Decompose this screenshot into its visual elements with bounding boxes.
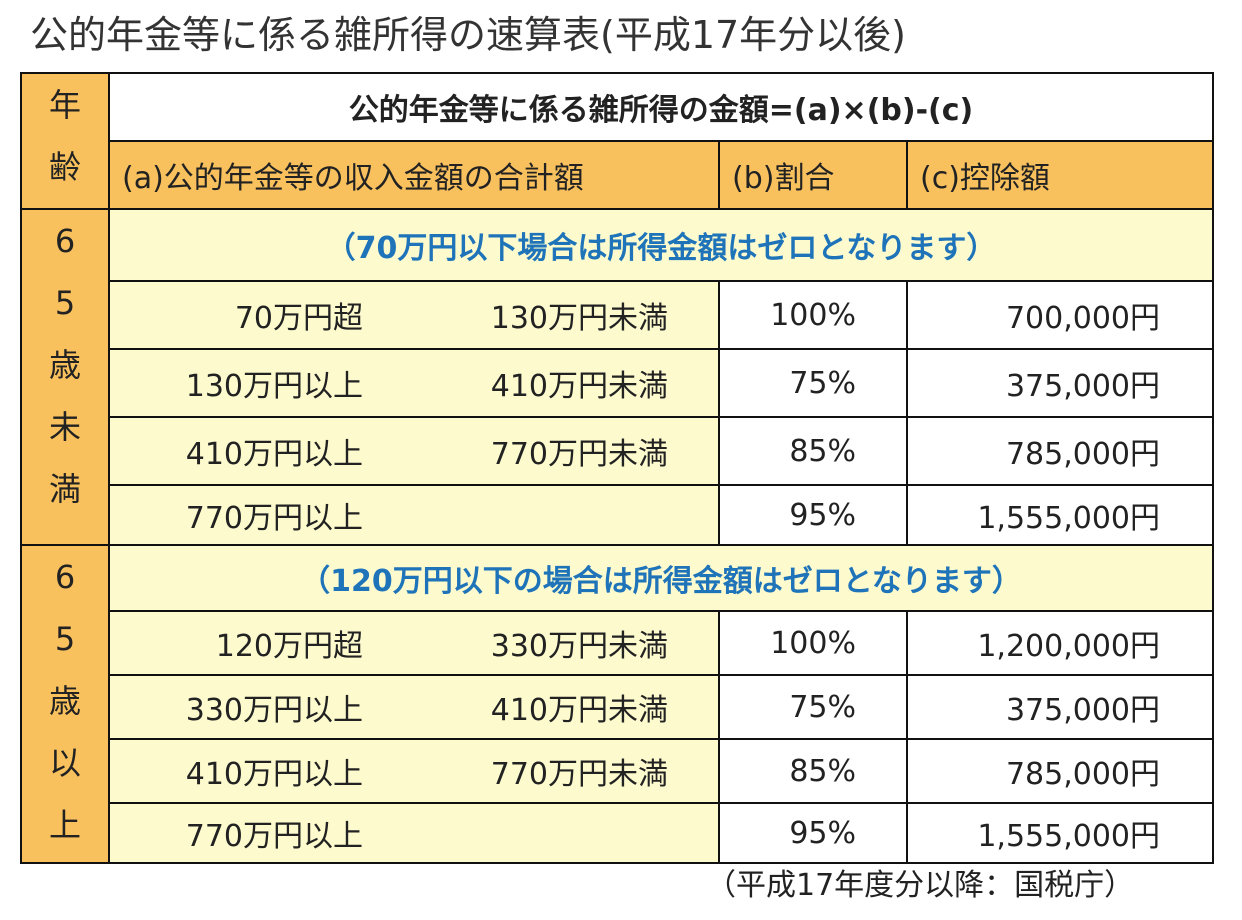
rate-cell: 75% (718, 674, 908, 740)
table-row: 770万円以上 95% 1,555,000円 (21, 484, 1215, 546)
deduction-cell: 1,555,000円 (905, 802, 1215, 864)
age-label-char: 満 (48, 470, 81, 508)
income-from: 120万円超 (215, 629, 363, 664)
rate-cell: 100% (718, 610, 908, 676)
income-from: 770万円以上 (185, 819, 363, 854)
tax-rate-table: 年 齢 公的年金等に係る雑所得の金額=(a)×(b)-(c) (a)公的年金等の… (20, 72, 1215, 864)
income-range-cell: 130万円以上 410万円未満 (108, 348, 720, 418)
age-label-char: 上 (48, 806, 81, 844)
deduction-cell: 1,200,000円 (905, 610, 1215, 676)
income-from: 70万円超 (234, 301, 363, 336)
income-range-cell: 70万円超 130万円未満 (108, 280, 720, 350)
table-row: 770万円以上 95% 1,555,000円 (21, 802, 1215, 864)
age-label-char: 歳 (48, 346, 81, 384)
deduction-cell: 785,000円 (905, 416, 1215, 486)
age-label-char: 5 (54, 284, 76, 322)
deduction-cell: 375,000円 (905, 674, 1215, 740)
deduction-cell: 1,555,000円 (905, 484, 1215, 546)
income-range-cell: 770万円以上 (108, 802, 720, 864)
deduction-cell: 700,000円 (905, 280, 1215, 350)
age-label-char: 未 (48, 408, 81, 446)
rate-cell: 95% (718, 802, 908, 864)
income-range-cell: 410万円以上 770万円未満 (108, 738, 720, 804)
section-note: （70万円以下場合は所得金額はゼロとなります） (107, 208, 1215, 282)
age-label-char: 歳 (48, 682, 81, 720)
income-from: 410万円以上 (185, 757, 363, 792)
income-to: 770万円未満 (490, 437, 668, 472)
section-note: （120万円以下の場合は所得金額はゼロとなります） (107, 544, 1215, 612)
table-row: 410万円以上 770万円未満 85% 785,000円 (21, 738, 1215, 804)
table-row: 130万円以上 410万円未満 75% 375,000円 (21, 348, 1215, 418)
table-row: 120万円超 330万円未満 100% 1,200,000円 (21, 610, 1215, 676)
age-label-char: 5 (54, 620, 76, 658)
column-header-deduction: (c)控除額 (905, 140, 1215, 210)
age-group-under-65: 6 5 歳 未 満 (20, 208, 110, 546)
table-row: 70万円超 130万円未満 100% 700,000円 (21, 280, 1215, 350)
income-to: 410万円未満 (490, 693, 668, 728)
income-range-cell: 330万円以上 410万円未満 (108, 674, 720, 740)
column-header-rate: (b)割合 (718, 140, 908, 210)
age-label-char: 6 (54, 558, 76, 596)
income-to: 770万円未満 (490, 757, 668, 792)
formula-header: 公的年金等に係る雑所得の金額=(a)×(b)-(c) (107, 72, 1215, 142)
column-header-income: (a)公的年金等の収入金額の合計額 (108, 140, 720, 210)
income-to: 130万円未満 (490, 301, 668, 336)
page-title: 公的年金等に係る雑所得の速算表(平成17年分以後) (30, 13, 907, 57)
rate-cell: 85% (718, 738, 908, 804)
deduction-cell: 375,000円 (905, 348, 1215, 418)
table-row: 330万円以上 410万円未満 75% 375,000円 (21, 674, 1215, 740)
age-label-char: 6 (54, 222, 76, 260)
income-range-cell: 410万円以上 770万円未満 (108, 416, 720, 486)
deduction-cell: 785,000円 (905, 738, 1215, 804)
age-label-char: 以 (48, 744, 81, 782)
rate-cell: 85% (718, 416, 908, 486)
age-group-65-and-over: 6 5 歳 以 上 (20, 544, 110, 864)
age-header-char: 年 (48, 86, 81, 124)
income-to: 330万円未満 (490, 629, 668, 664)
source-note: （平成17年度分以降：国税庁） (706, 868, 1135, 903)
age-header-cell: 年 齢 (20, 72, 110, 210)
age-header-char: 齢 (48, 148, 81, 186)
income-from: 770万円以上 (185, 501, 363, 536)
income-range-cell: 770万円以上 (108, 484, 720, 546)
rate-cell: 75% (718, 348, 908, 418)
rate-cell: 100% (718, 280, 908, 350)
income-to: 410万円未満 (490, 369, 668, 404)
income-range-cell: 120万円超 330万円未満 (108, 610, 720, 676)
income-from: 130万円以上 (185, 369, 363, 404)
income-from: 330万円以上 (185, 693, 363, 728)
rate-cell: 95% (718, 484, 908, 546)
income-from: 410万円以上 (185, 437, 363, 472)
table-row: 410万円以上 770万円未満 85% 785,000円 (21, 416, 1215, 486)
